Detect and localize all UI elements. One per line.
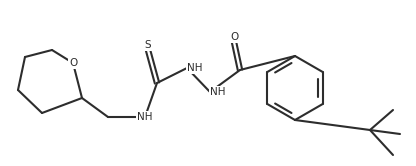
Text: S: S — [145, 40, 151, 50]
Text: NH: NH — [210, 87, 225, 97]
Text: NH: NH — [137, 112, 153, 122]
Text: O: O — [69, 58, 77, 68]
Text: O: O — [230, 32, 238, 42]
Text: NH: NH — [187, 63, 203, 73]
